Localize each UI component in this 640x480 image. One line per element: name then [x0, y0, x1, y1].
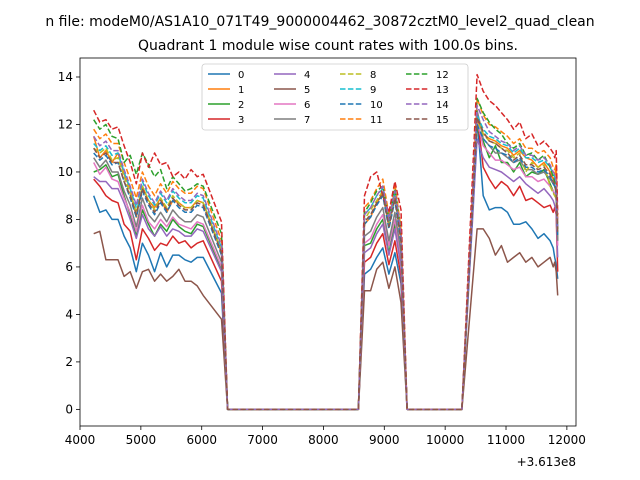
x-tick-label: 11000 [487, 433, 525, 447]
y-tick-label: 14 [58, 70, 73, 84]
legend-label-5: 5 [304, 85, 310, 96]
chart-title: Quadrant 1 module wise count rates with … [138, 38, 518, 54]
series-layer [92, 73, 559, 411]
legend-label-12: 12 [436, 70, 449, 81]
legend-label-0: 0 [238, 70, 244, 81]
x-tick-label: 5000 [126, 433, 157, 447]
legend-label-11: 11 [370, 115, 383, 126]
series-line-14 [93, 104, 559, 411]
x-tick-label: 4000 [65, 433, 96, 447]
x-tick-label: 10000 [426, 433, 464, 447]
legend-label-3: 3 [238, 115, 244, 126]
y-tick-label: 10 [58, 165, 73, 179]
x-tick-label: 8000 [308, 433, 339, 447]
legend-label-2: 2 [238, 100, 244, 111]
axis-layer: 4000 5000 6000 7000 8000 9000 10000 11000 12000 0… [58, 70, 586, 447]
axes-frame [79, 57, 577, 427]
y-tick-label: 2 [65, 355, 73, 369]
plot-area: 4000 5000 6000 7000 8000 9000 10000 11000 12000 0… [58, 57, 586, 447]
y-tick-label: 4 [65, 307, 73, 321]
x-offset-label: +3.613e8 [517, 455, 576, 469]
series-line-15 [93, 116, 559, 411]
y-tick-label: 6 [65, 260, 73, 274]
legend-label-13: 13 [436, 85, 449, 96]
legend-label-7: 7 [304, 115, 310, 126]
figure-suptitle: n file: modeM0/AS1A10_071T49_9000004462_… [45, 14, 594, 30]
y-tick-label: 12 [58, 117, 73, 131]
legend-label-4: 4 [304, 70, 310, 81]
legend-frame [201, 63, 469, 131]
x-tick-label: 6000 [186, 433, 217, 447]
legend-label-9: 9 [370, 85, 376, 96]
legend-label-8: 8 [370, 70, 376, 81]
legend-label-1: 1 [238, 85, 244, 96]
y-tick-label: 8 [65, 212, 73, 226]
x-tick-label: 12000 [548, 433, 586, 447]
legend-label-14: 14 [436, 100, 449, 111]
x-tick-label: 9000 [369, 433, 400, 447]
legend-label-6: 6 [304, 100, 310, 111]
x-tick-label: 7000 [247, 433, 278, 447]
y-tick-label: 0 [65, 402, 73, 416]
legend-label-15: 15 [436, 115, 449, 126]
series-line-12 [93, 97, 559, 411]
legend-label-10: 10 [370, 100, 383, 111]
